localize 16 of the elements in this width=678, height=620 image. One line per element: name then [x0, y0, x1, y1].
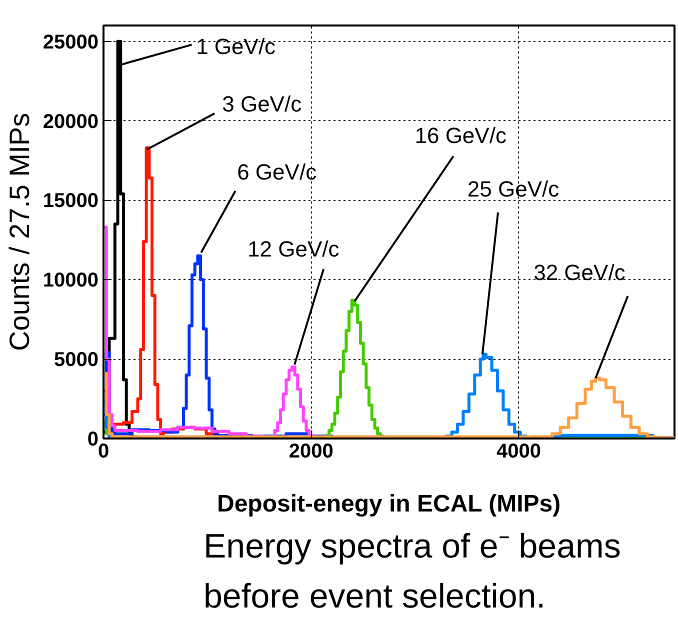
x-axis-title: Deposit-enegy in ECAL (MIPs)	[216, 490, 561, 518]
y-axis-title: Counts / 27.5 MIPs	[4, 112, 35, 352]
annotation: 25 GeV/c	[467, 176, 560, 202]
y-tick-label: 10000	[42, 270, 99, 292]
annotation: 12 GeV/c	[248, 236, 340, 262]
x-tick-label: 2000	[288, 440, 334, 462]
text: Energy spectra of e⁻ beams before event selection.	[204, 528, 621, 616]
annotation: 16 GeV/c	[414, 123, 506, 148]
y-tick-label: 15000	[42, 190, 99, 212]
y-tick-label: 5000	[54, 349, 99, 372]
annotation: 3 GeV/c	[222, 91, 302, 116]
annotation: 1 GeV/c	[196, 34, 276, 60]
annotation: 6 GeV/c	[237, 160, 317, 185]
y-tick-label: 20000	[42, 110, 99, 133]
y-tick-label: 25000	[42, 31, 99, 54]
x-tick-label: 4000	[496, 440, 542, 462]
